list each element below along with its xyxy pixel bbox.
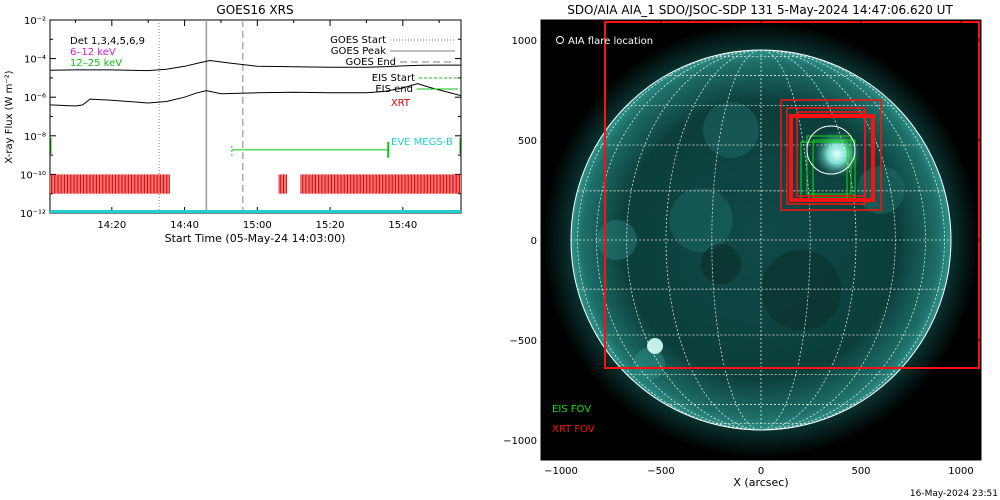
fov-legend: EIS FOV XRT FOV: [552, 404, 595, 435]
eis-fov-box: [806, 135, 852, 195]
legend-detectors: Det 1,3,4,5,6,9: [70, 36, 145, 47]
legend-eis-start: EIS Start: [372, 73, 415, 84]
xrt-fov-box: [789, 114, 875, 202]
solar-disk-features: [597, 102, 905, 380]
eis-fov-legend: EIS FOV: [552, 404, 591, 415]
legend-12-25kev: 12–25 keV: [70, 58, 122, 69]
xrt-observation-marks: [50, 174, 461, 194]
heliographic-grid: [571, 50, 951, 430]
legend-xrt: XRT: [391, 98, 411, 109]
flare-location-legend-icon: [556, 36, 564, 44]
eve-megs-b-label: EVE MEGS-B: [391, 137, 453, 148]
legend-6-12kev: 6–12 keV: [70, 47, 116, 58]
y-tick-label: 10⁻²: [24, 16, 46, 27]
goes-time-markers: [158, 20, 244, 213]
fov-boxes: [604, 21, 980, 369]
goes-legend-top-right: GOES Start GOES Peak GOES End: [330, 35, 455, 68]
flux-line-lower: [50, 83, 461, 107]
goes-flux-series: [50, 59, 461, 107]
y-tick-label: 10⁻⁶: [24, 93, 46, 104]
longitude-line: [626, 50, 762, 430]
x-tick-label: −1000: [544, 466, 578, 477]
x-tick-label: 500: [851, 466, 870, 477]
disk-feature: [703, 102, 759, 158]
legend-goes-end: GOES End: [346, 57, 396, 68]
flare-location-legend: AIA flare location: [556, 36, 653, 47]
x-tick-label: 15:20: [316, 220, 345, 231]
flare-location-circle: [806, 125, 856, 175]
x-tick-label: 14:20: [97, 220, 126, 231]
x-tick-label: 1000: [948, 466, 973, 477]
flare-location-legend-label: AIA flare location: [568, 36, 653, 47]
goes-xlabel: Start Time (05-May-24 14:03:00): [165, 232, 346, 245]
y-tick-label: −1000: [503, 436, 537, 447]
disk-feature: [633, 348, 665, 380]
y-tick-label: −500: [510, 336, 537, 347]
xrt-fov-box: [796, 111, 866, 197]
xrt-fov-legend: XRT FOV: [552, 424, 595, 435]
y-tick-label: 500: [518, 136, 537, 147]
x-tick-label: 14:40: [170, 220, 199, 231]
disk-feature: [669, 188, 733, 252]
aia-axis-ticks: −1000 −500 0 500 1000 1000 500 0 −500 −1000: [503, 20, 981, 477]
longitude-line: [760, 50, 926, 430]
x-tick-label: 15:00: [243, 220, 272, 231]
longitude-line: [760, 50, 857, 430]
longitude-line: [760, 50, 811, 430]
flux-line-upper: [50, 59, 461, 72]
solar-limb: [570, 49, 952, 431]
goes-legend-top-left: Det 1,3,4,5,6,9 6–12 keV 12–25 keV: [70, 36, 145, 69]
longitude-line: [760, 50, 896, 430]
xrt-fov-box: [604, 21, 980, 369]
longitude-line: [577, 50, 762, 430]
y-tick-label: 10⁻⁴: [24, 55, 46, 66]
y-tick-label: 10⁻¹²: [20, 209, 46, 220]
longitude-line: [711, 50, 762, 430]
x-tick-label: −500: [647, 466, 674, 477]
goes-ylabel: X-ray Flux (W m⁻²): [4, 70, 15, 163]
eis-observation-marks: [50, 137, 461, 158]
y-tick-label: 10⁻¹⁰: [20, 170, 46, 181]
disk-feature: [761, 250, 841, 330]
aia-xlabel: X (arcsec): [733, 476, 788, 489]
legend-goes-start: GOES Start: [330, 35, 386, 46]
y-tick-label: 0: [531, 236, 537, 247]
longitude-line: [760, 50, 945, 430]
x-tick-label: 0: [758, 466, 764, 477]
disk-feature: [701, 244, 741, 284]
goes-title: GOES16 XRS: [216, 3, 293, 17]
x-tick-label: 15:40: [388, 220, 417, 231]
disk-feature: [813, 130, 861, 178]
longitude-line: [596, 50, 762, 430]
y-tick-label: 10⁻⁸: [24, 132, 46, 143]
legend-eis-end: EIS end: [375, 84, 413, 95]
disk-feature: [647, 338, 663, 354]
aia-title: SDO/AIA AIA_1 SDO/JSOC-SDP 131 5-May-202…: [567, 3, 953, 17]
goes-legend-mid-right: EIS Start EIS end XRT: [372, 73, 458, 109]
legend-goes-peak: GOES Peak: [331, 46, 386, 57]
y-tick-label: 1000: [512, 36, 537, 47]
xrt-fov-box: [780, 99, 882, 211]
goes-xrs-plot: GOES16 XRS X-ray Flux (W m⁻²) Start Time…: [4, 3, 462, 245]
footer-timestamp: 16-May-2024 23:51: [910, 489, 998, 499]
aia-image-plot: SDO/AIA AIA_1 SDO/JSOC-SDP 131 5-May-202…: [503, 3, 982, 489]
longitude-line: [665, 50, 762, 430]
